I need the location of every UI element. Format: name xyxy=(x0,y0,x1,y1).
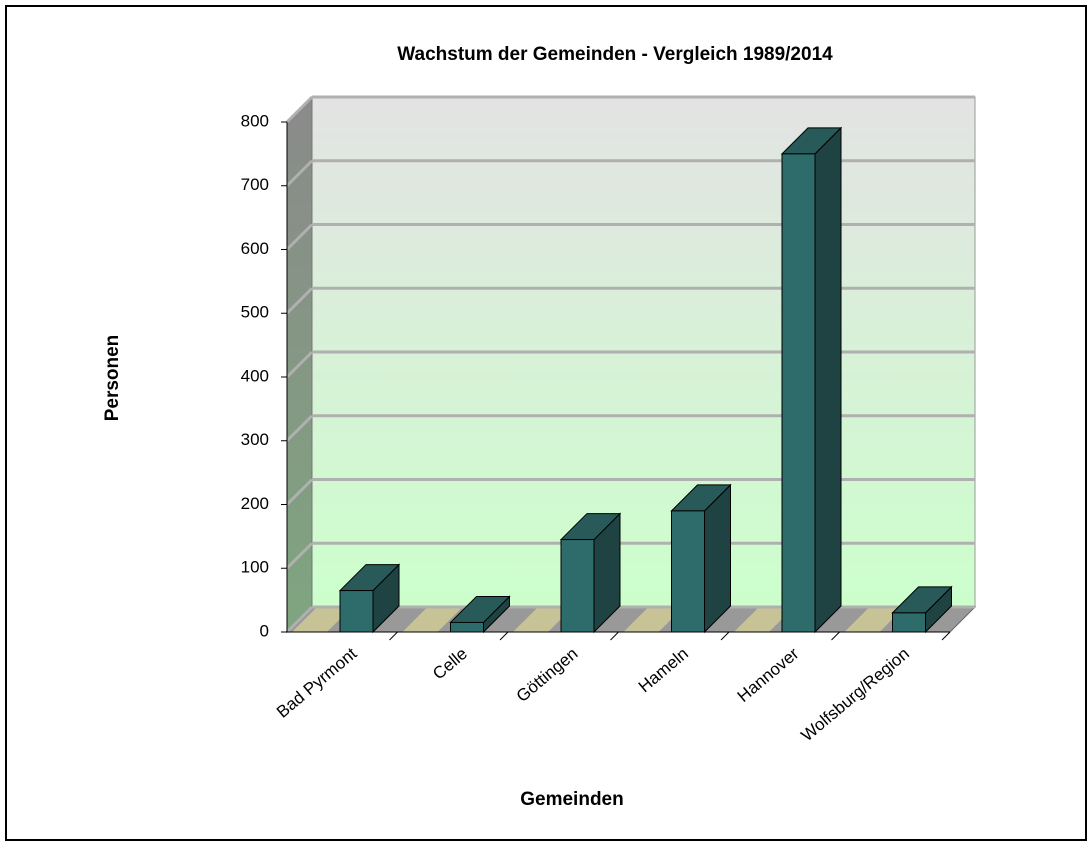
grid-line-side xyxy=(285,605,314,634)
y-tick-label: 700 xyxy=(241,175,269,194)
grid-line-side xyxy=(285,287,314,315)
floor-panel xyxy=(623,607,684,632)
y-tick-label: 800 xyxy=(241,111,269,130)
grid-line-side xyxy=(285,159,314,187)
bar-side xyxy=(814,126,842,634)
bar xyxy=(671,510,705,633)
x-tick xyxy=(831,631,840,641)
bar xyxy=(450,621,484,633)
floor-panel xyxy=(292,607,352,632)
y-tick-label: 300 xyxy=(241,430,269,449)
x-axis-title: Gemeinden xyxy=(520,789,623,810)
floor-panel xyxy=(513,607,573,632)
bar xyxy=(560,539,595,633)
grid-line-side xyxy=(285,478,314,506)
x-tick xyxy=(941,631,951,641)
y-tick-label: 600 xyxy=(241,239,269,258)
y-tick-label: 200 xyxy=(241,494,269,513)
y-tick-label: 500 xyxy=(241,303,269,322)
grid-line-side xyxy=(285,223,314,251)
bar xyxy=(781,153,816,633)
floor-panel xyxy=(844,607,905,632)
floor-panel xyxy=(402,607,463,632)
grid-line-side xyxy=(285,350,314,379)
y-tick-label: 100 xyxy=(241,558,269,577)
y-tick-label: 400 xyxy=(241,366,269,385)
x-tick xyxy=(610,631,619,641)
y-tick-label: 0 xyxy=(260,621,269,640)
x-tick xyxy=(499,631,509,641)
floor-panel xyxy=(734,607,794,632)
grid-line-side xyxy=(285,542,314,570)
grid-line-side xyxy=(285,95,314,124)
x-tick xyxy=(720,631,730,641)
y-axis-title: Personen xyxy=(102,335,123,422)
bar xyxy=(892,612,926,633)
bar xyxy=(339,590,374,633)
chart-title: Wachstum der Gemeinden - Vergleich 1989/… xyxy=(397,44,833,65)
grid-line-side xyxy=(285,414,314,442)
x-tick xyxy=(389,631,398,641)
